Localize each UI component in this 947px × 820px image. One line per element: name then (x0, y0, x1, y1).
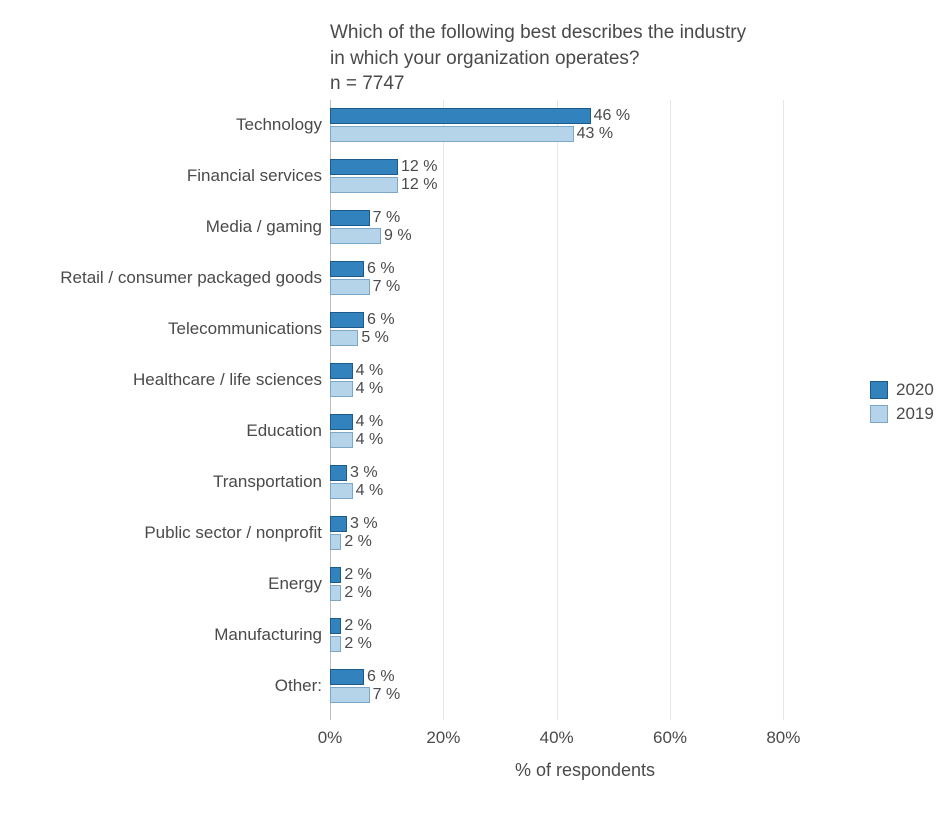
bar-2019: 9 % (330, 228, 381, 244)
bar-value-label: 9 % (384, 227, 412, 245)
category-label: Healthcare / life sciences (2, 370, 322, 390)
category-label: Telecommunications (2, 319, 322, 339)
legend-label: 2019 (896, 404, 934, 424)
chart-title-block: Which of the following best describes th… (330, 20, 830, 97)
legend-label: 2020 (896, 380, 934, 400)
x-tick-label: 20% (426, 728, 460, 748)
x-axis-label: % of respondents (330, 760, 840, 781)
category-group: Healthcare / life sciences4 %4 % (330, 361, 840, 399)
category-group: Media / gaming7 %9 % (330, 208, 840, 246)
category-label: Education (2, 421, 322, 441)
bar-value-label: 4 % (356, 482, 384, 500)
bar-2020: 4 % (330, 414, 353, 430)
bar-value-label: 7 % (373, 209, 401, 227)
bar-2020: 2 % (330, 618, 341, 634)
category-group: Manufacturing2 %2 % (330, 616, 840, 654)
category-label: Public sector / nonprofit (2, 523, 322, 543)
bar-2019: 12 % (330, 177, 398, 193)
bar-2019: 5 % (330, 330, 358, 346)
bar-2019: 43 % (330, 126, 574, 142)
category-group: Other:6 %7 % (330, 667, 840, 705)
bar-2019: 7 % (330, 687, 370, 703)
bar-2019: 7 % (330, 279, 370, 295)
bar-2020: 2 % (330, 567, 341, 583)
bar-value-label: 46 % (594, 107, 630, 125)
bar-2020: 6 % (330, 669, 364, 685)
bar-value-label: 2 % (344, 635, 372, 653)
category-group: Retail / consumer packaged goods6 %7 % (330, 259, 840, 297)
legend: 2020 2019 (870, 380, 934, 428)
category-group: Telecommunications6 %5 % (330, 310, 840, 348)
bar-2019: 4 % (330, 483, 353, 499)
bar-value-label: 3 % (350, 464, 378, 482)
x-tick-label: 80% (766, 728, 800, 748)
bar-value-label: 2 % (344, 533, 372, 551)
bar-2020: 3 % (330, 516, 347, 532)
bar-2019: 4 % (330, 381, 353, 397)
bar-2019: 4 % (330, 432, 353, 448)
chart-container: Which of the following best describes th… (0, 0, 947, 820)
category-group: Transportation3 %4 % (330, 463, 840, 501)
bar-2019: 2 % (330, 636, 341, 652)
category-group: Financial services12 %12 % (330, 157, 840, 195)
chart-title-line1: Which of the following best describes th… (330, 20, 830, 46)
bar-value-label: 3 % (350, 515, 378, 533)
bar-value-label: 7 % (373, 278, 401, 296)
bar-value-label: 4 % (356, 362, 384, 380)
legend-swatch (870, 405, 888, 423)
category-label: Media / gaming (2, 217, 322, 237)
x-tick-label: 40% (540, 728, 574, 748)
x-tick-label: 0% (318, 728, 343, 748)
bar-value-label: 6 % (367, 668, 395, 686)
category-group: Public sector / nonprofit3 %2 % (330, 514, 840, 552)
bar-value-label: 5 % (361, 329, 389, 347)
bar-2020: 4 % (330, 363, 353, 379)
category-label: Transportation (2, 472, 322, 492)
bar-2020: 12 % (330, 159, 398, 175)
bar-value-label: 4 % (356, 380, 384, 398)
category-group: Technology46 %43 % (330, 106, 840, 144)
category-group: Energy2 %2 % (330, 565, 840, 603)
chart-title-line2: in which your organization operates? (330, 46, 830, 72)
bar-value-label: 7 % (373, 686, 401, 704)
bar-value-label: 6 % (367, 311, 395, 329)
category-label: Other: (2, 676, 322, 696)
plot-area: % of respondents 0%20%40%60%80%Technolog… (330, 100, 840, 720)
bar-value-label: 4 % (356, 431, 384, 449)
legend-item: 2019 (870, 404, 934, 424)
category-label: Manufacturing (2, 625, 322, 645)
category-label: Financial services (2, 166, 322, 186)
x-tick-label: 60% (653, 728, 687, 748)
bar-value-label: 12 % (401, 176, 437, 194)
bar-2019: 2 % (330, 534, 341, 550)
bar-2020: 46 % (330, 108, 591, 124)
bar-value-label: 12 % (401, 158, 437, 176)
bar-2020: 3 % (330, 465, 347, 481)
legend-swatch (870, 381, 888, 399)
category-label: Energy (2, 574, 322, 594)
bar-value-label: 43 % (577, 125, 613, 143)
category-label: Retail / consumer packaged goods (2, 268, 322, 288)
chart-subtitle: n = 7747 (330, 71, 830, 97)
bar-value-label: 2 % (344, 584, 372, 602)
category-group: Education4 %4 % (330, 412, 840, 450)
category-label: Technology (2, 115, 322, 135)
bar-value-label: 6 % (367, 260, 395, 278)
bar-2019: 2 % (330, 585, 341, 601)
bar-value-label: 4 % (356, 413, 384, 431)
bar-2020: 6 % (330, 312, 364, 328)
bar-value-label: 2 % (344, 617, 372, 635)
bar-2020: 7 % (330, 210, 370, 226)
bar-value-label: 2 % (344, 566, 372, 584)
bar-2020: 6 % (330, 261, 364, 277)
legend-item: 2020 (870, 380, 934, 400)
